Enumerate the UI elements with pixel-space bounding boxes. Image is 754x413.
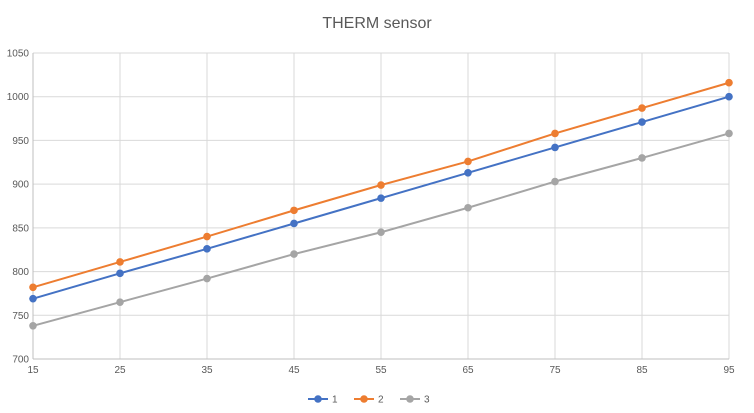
data-point	[638, 104, 646, 112]
data-point	[464, 157, 472, 166]
legend-item-2: 2	[354, 395, 384, 406]
y-tick-label: 700	[12, 355, 29, 366]
legend-label: 2	[378, 395, 384, 406]
data-point	[638, 118, 646, 126]
y-tick-label: 800	[12, 267, 29, 278]
data-point	[725, 78, 733, 87]
data-point	[29, 321, 37, 330]
x-tick-label: 95	[723, 365, 735, 376]
data-point	[203, 232, 211, 241]
y-tick-label: 850	[12, 223, 29, 234]
x-tick-label: 65	[462, 365, 474, 376]
legend: 1 2 3	[308, 395, 430, 406]
legend-marker	[314, 395, 322, 403]
x-tick-label: 55	[375, 365, 387, 376]
data-point	[464, 168, 472, 177]
legend-label: 1	[332, 395, 338, 406]
series-group	[29, 78, 733, 330]
data-point	[551, 143, 559, 152]
data-point	[551, 129, 559, 138]
data-point	[290, 219, 298, 228]
series-3	[29, 129, 733, 330]
grid-lines	[33, 52, 730, 359]
x-tick-label: 85	[636, 365, 648, 376]
y-axis-tick-labels: 700 750 800 850 900 950 1000 1050	[7, 49, 30, 366]
y-tick-label: 1000	[7, 92, 30, 103]
legend-item-3: 3	[400, 395, 430, 406]
data-point	[203, 274, 211, 283]
data-point	[116, 258, 124, 266]
data-point	[551, 177, 559, 186]
data-point	[377, 181, 385, 189]
legend-item-1: 1	[308, 395, 338, 406]
y-tick-label: 1050	[7, 49, 30, 60]
data-point	[290, 206, 298, 215]
y-tick-label: 950	[12, 136, 29, 147]
x-tick-label: 35	[201, 365, 213, 376]
data-point	[377, 228, 385, 237]
data-point	[116, 269, 124, 278]
series-2	[29, 78, 733, 292]
x-axis-tick-labels: 15 25 35 45 55 65 75 85 95	[27, 365, 735, 376]
data-point	[638, 154, 646, 162]
data-point	[290, 250, 298, 258]
y-tick-label: 900	[12, 180, 29, 191]
data-point	[116, 298, 124, 306]
chart-title: THERM sensor	[322, 15, 432, 32]
x-tick-label: 25	[114, 365, 126, 376]
data-point	[29, 283, 37, 292]
x-tick-label: 75	[549, 365, 561, 376]
axes	[32, 53, 729, 360]
legend-marker	[360, 395, 368, 403]
data-point	[203, 245, 211, 253]
x-tick-label: 15	[27, 365, 39, 376]
data-point	[725, 129, 733, 138]
data-point	[725, 92, 733, 101]
data-point	[377, 194, 385, 202]
x-tick-label: 45	[288, 365, 300, 376]
y-tick-label: 750	[12, 311, 29, 322]
data-point	[29, 294, 37, 303]
data-point	[464, 203, 472, 212]
legend-label: 3	[424, 395, 430, 406]
series-1	[29, 92, 733, 303]
legend-marker	[406, 395, 414, 403]
